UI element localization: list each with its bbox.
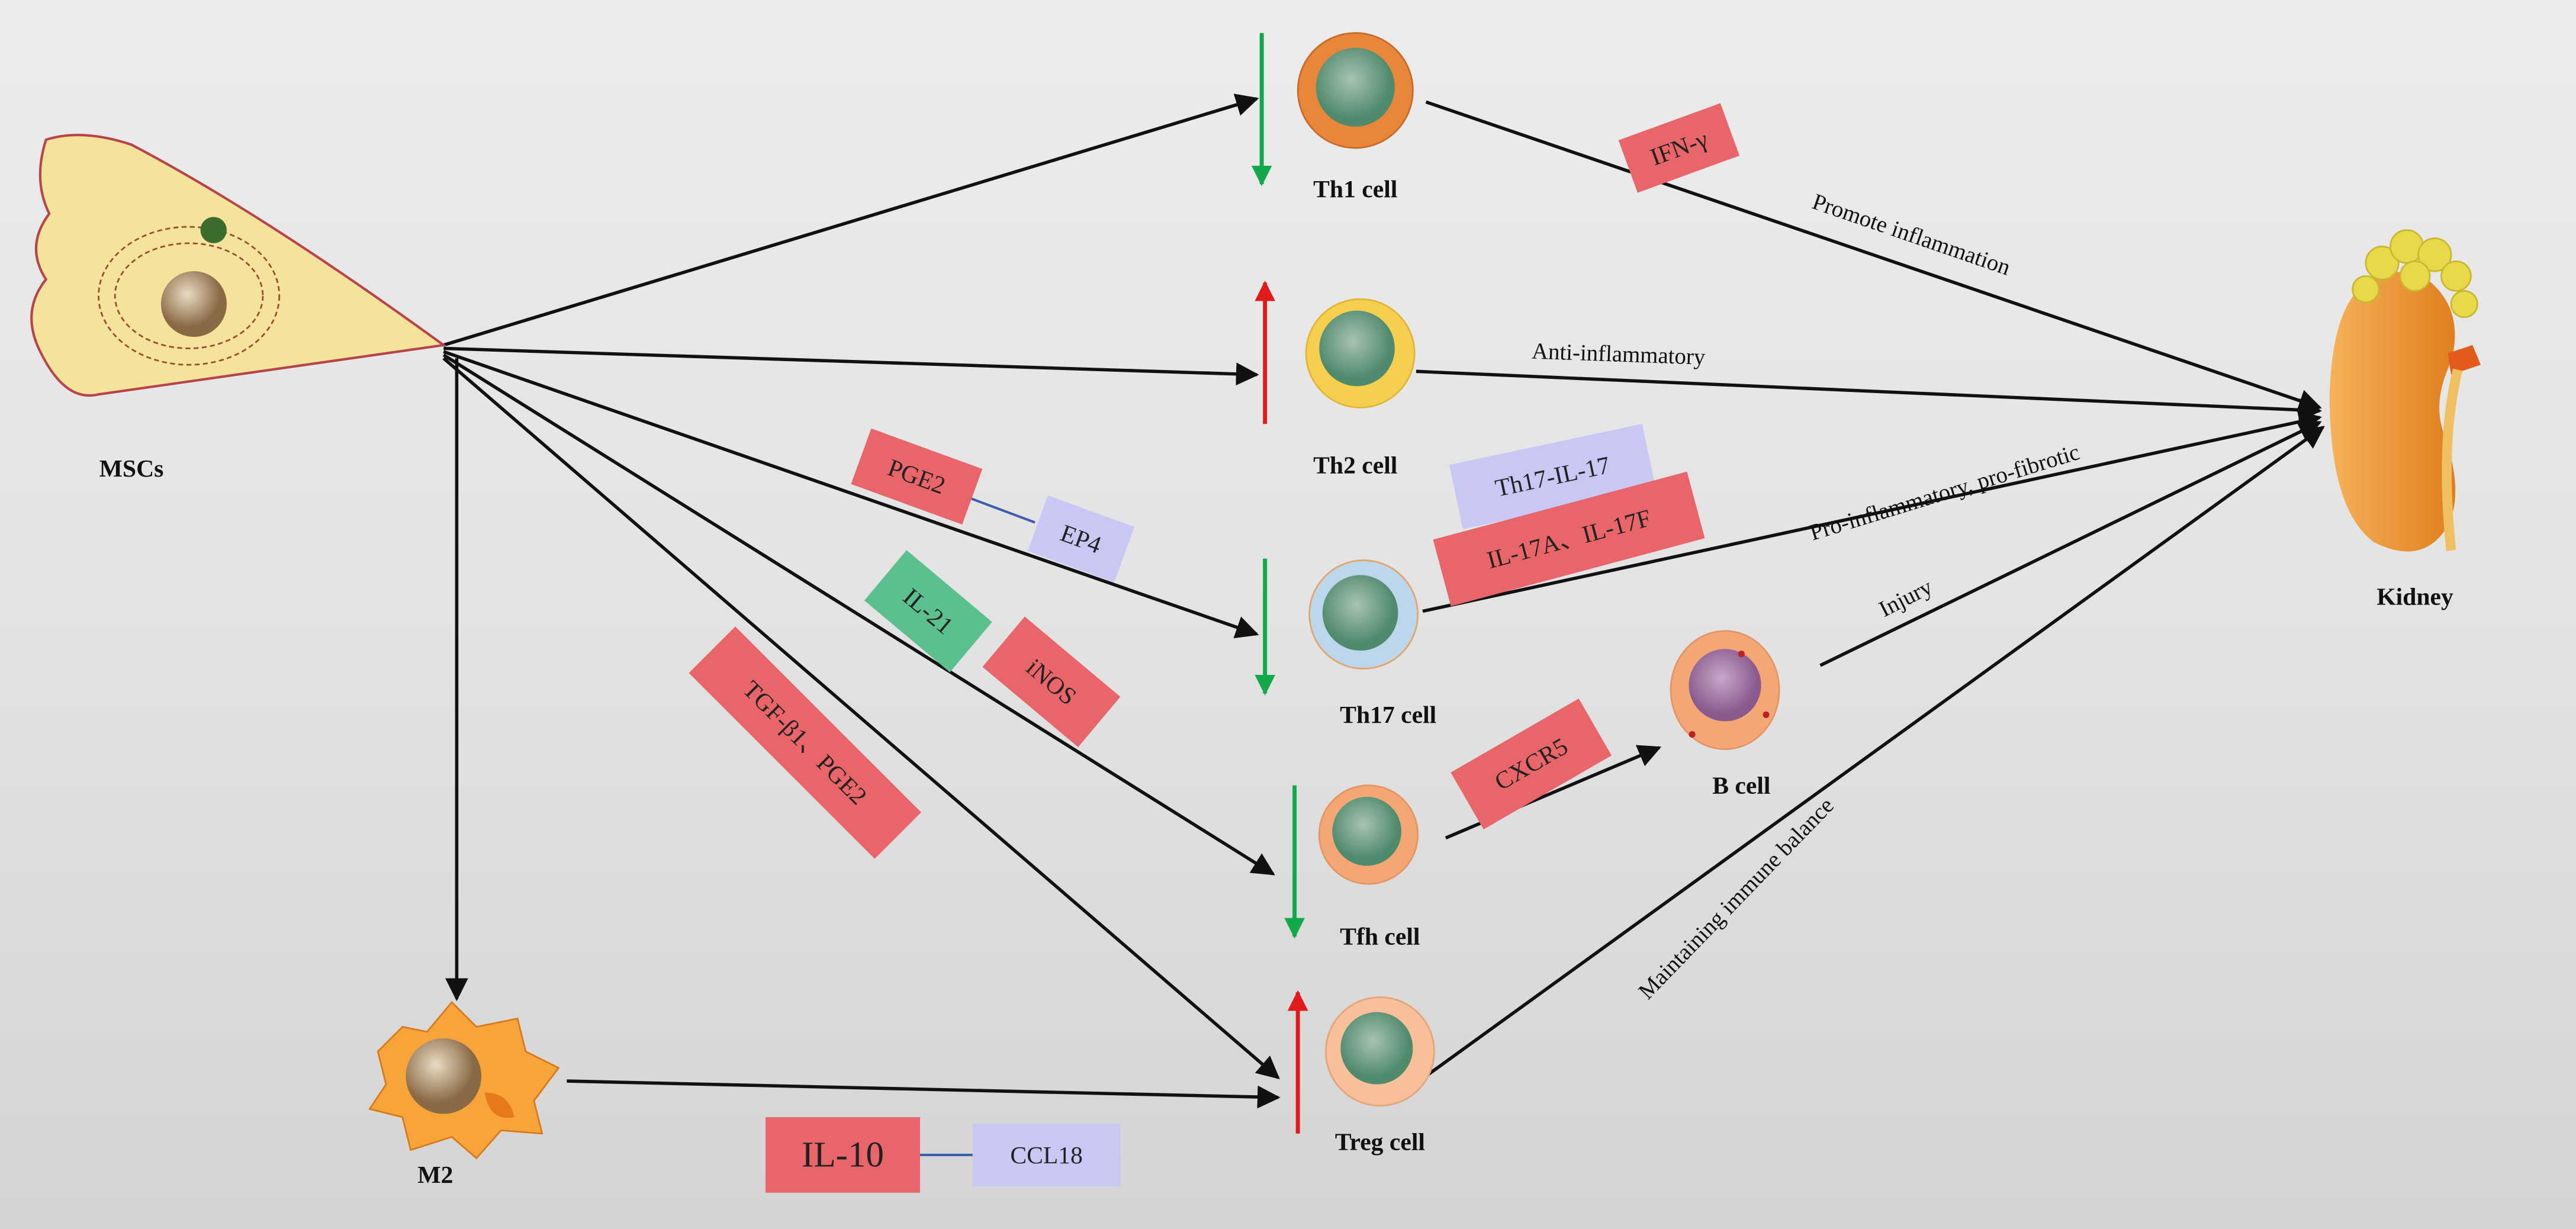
arrow-th17-kidney [1422, 410, 2322, 613]
pge2-badge: PGE2 [851, 428, 983, 525]
th17-effect-label: Pro-inflammatory, pro-fibrotic [1807, 439, 2083, 546]
mscs-label: MSCs [99, 455, 164, 482]
tfh-label: Tfh cell [1340, 924, 1420, 951]
th17-label: Th17 cell [1340, 702, 1436, 729]
b-cell-icon [1670, 630, 1780, 750]
kidney-icon [2329, 229, 2481, 552]
msc-cell-icon [30, 134, 447, 397]
tfh-cell-icon [1318, 784, 1419, 885]
treg-cell-icon [1324, 996, 1435, 1107]
treg-effect-label: Maintaining immune balance [1633, 793, 1839, 1004]
th17-il17-badge: Th17-IL-17 [1449, 424, 1656, 529]
cxcr5-badge: CXCR5 [1451, 699, 1612, 830]
kidney-label: Kidney [2376, 583, 2453, 610]
arrow-mscs-th17 [443, 350, 1259, 639]
th2-effect-label: Anti-inflammatory [1531, 339, 1706, 370]
arrow-mscs-treg [442, 357, 1280, 1080]
th1-cell-icon [1297, 32, 1414, 149]
treg-label: Treg cell [1335, 1129, 1425, 1156]
arrow-th2-kidney [1416, 369, 2323, 422]
arrow-mscs-tfh [442, 353, 1275, 876]
m2-label: M2 [417, 1162, 453, 1189]
m2-macrophage-icon [368, 1000, 560, 1160]
arrow-m2-treg [567, 1079, 1281, 1109]
tgf-pge2-badge: TGF-β1、PGE2 [689, 626, 921, 859]
ifn-gamma-badge: IFN-γ [1618, 103, 1740, 193]
th17-cell-icon [1308, 559, 1419, 670]
svg-text:IL-10: IL-10 [802, 1135, 884, 1175]
th1-label: Th1 cell [1313, 176, 1397, 203]
il10-badge: IL-10 [766, 1117, 920, 1193]
arrow-th1-kidney [1425, 100, 2322, 412]
bcell-label: B cell [1712, 772, 1770, 799]
arrow-mscs-th1 [443, 94, 1259, 347]
arrow-treg-kidney [1424, 426, 2325, 1077]
svg-text:CCL18: CCL18 [1010, 1142, 1083, 1169]
ccl18-badge: CCL18 [972, 1124, 1121, 1186]
connection-arrows [442, 94, 2325, 1109]
th2-cell-icon [1305, 298, 1416, 408]
arrow-bcell-kidney [1819, 420, 2322, 667]
th2-label: Th2 cell [1313, 452, 1397, 479]
ep4-badge: EP4 [1027, 495, 1134, 583]
pge2-ep4-link [969, 497, 1035, 524]
arrow-mscs-th2 [443, 346, 1259, 386]
il21-badge: IL-21 [864, 550, 992, 673]
inos-badge: iNOS [982, 616, 1121, 748]
